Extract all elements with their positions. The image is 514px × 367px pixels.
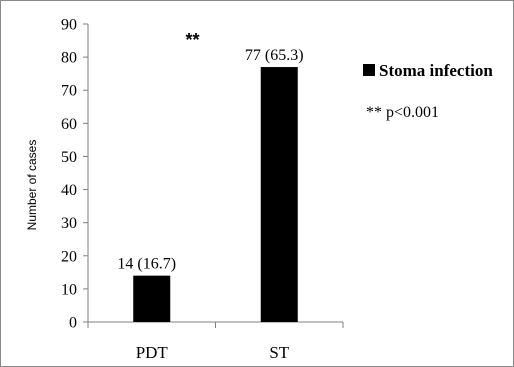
category-label-st: ST <box>269 343 289 362</box>
y-tick-label-0: 0 <box>69 315 77 332</box>
p-value-note: ** p<0.001 <box>366 104 439 121</box>
y-axis-ticks: 0 10 20 30 40 50 60 70 80 90 <box>61 17 88 332</box>
y-tick-label-60: 60 <box>61 116 77 133</box>
y-tick-label-10: 10 <box>61 281 77 298</box>
category-label-pdt: PDT <box>136 343 169 362</box>
y-tick-label-40: 40 <box>61 182 77 199</box>
data-labels: 14 (16.7) 77 (65.3) <box>117 47 303 273</box>
y-tick-label-20: 20 <box>61 248 77 265</box>
x-axis-ticks <box>87 322 344 328</box>
significance-marker: ** <box>186 30 200 50</box>
y-tick-label-50: 50 <box>61 149 77 166</box>
legend-label-stoma-infection: Stoma infection <box>379 61 493 80</box>
y-tick-label-70: 70 <box>61 83 77 100</box>
category-labels: PDT ST <box>136 343 290 362</box>
bars <box>133 67 298 323</box>
bar-st <box>260 67 298 323</box>
y-tick-label-30: 30 <box>61 215 77 232</box>
y-axis-label: Number of cases <box>25 140 39 231</box>
legend: Stoma infection <box>363 61 493 80</box>
y-tick-label-90: 90 <box>61 17 77 34</box>
y-tick-label-80: 80 <box>61 50 77 67</box>
legend-swatch-stoma-infection <box>363 64 375 76</box>
data-label-st: 77 (65.3) <box>245 47 304 64</box>
bar-pdt <box>133 275 171 322</box>
data-label-pdt: 14 (16.7) <box>117 256 176 273</box>
